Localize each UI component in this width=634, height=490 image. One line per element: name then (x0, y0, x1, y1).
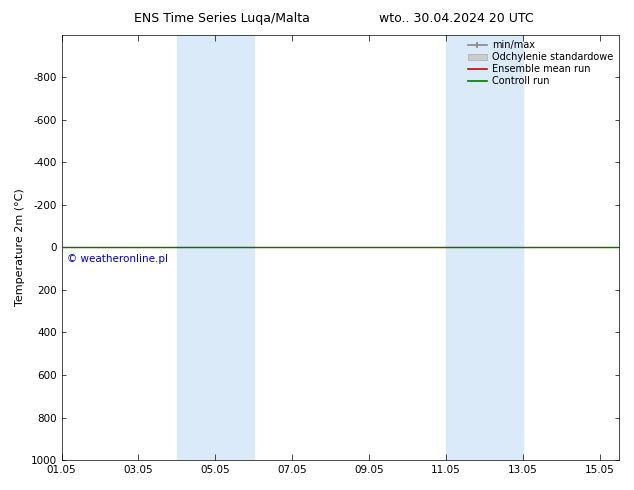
Bar (446, 35, 523, 460)
Legend: min/max, Odchylenie standardowe, Ensemble mean run, Controll run: min/max, Odchylenie standardowe, Ensembl… (463, 37, 617, 90)
Y-axis label: Temperature 2m (°C): Temperature 2m (°C) (15, 189, 25, 306)
Text: wto.. 30.04.2024 20 UTC: wto.. 30.04.2024 20 UTC (379, 12, 534, 25)
Text: ENS Time Series Luqa/Malta: ENS Time Series Luqa/Malta (134, 12, 310, 25)
Text: © weatheronline.pl: © weatheronline.pl (67, 254, 168, 264)
Bar (177, 35, 254, 460)
